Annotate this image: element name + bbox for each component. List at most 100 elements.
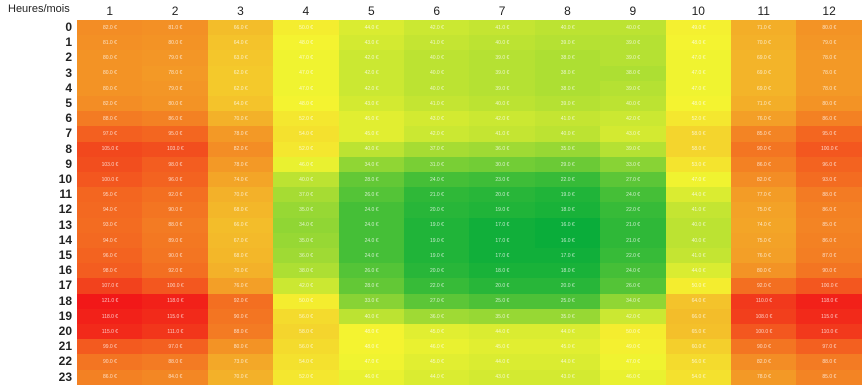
heatmap-cell: 88.0 € [207,324,274,340]
heatmap-cell: 22.0 € [600,248,667,264]
heatmap-cell: 46.0 € [600,369,667,385]
heatmap-cell: 78.0 € [731,369,797,385]
heatmap-cell: 80.0 € [207,339,274,355]
heatmap-cell: 19.0 € [404,217,470,234]
heatmap-cell: 108.0 € [731,308,797,325]
heatmap-cell: 30.0 € [469,156,536,173]
row-label: 8 [65,141,72,156]
row-label: 11 [59,187,72,202]
heatmap-cell: 47.0 € [338,354,405,371]
heatmap-cell: 22.0 € [600,202,667,219]
heatmap-cell: 36.0 € [404,308,470,325]
heatmap-cell: 103.0 € [142,141,209,158]
corner-label: Heures/mois [8,3,70,15]
heatmap-cell: 40.0 € [404,80,470,97]
row-label: 4 [65,80,72,95]
heatmap-cell: 54.0 € [665,369,732,385]
row-label: 20 [58,324,72,338]
heatmap-cell: 34.0 € [338,156,405,173]
heatmap-cell: 66.0 € [207,20,274,36]
heatmap-cell: 46.0 € [273,156,340,173]
heatmap-cell: 49.0 € [600,339,667,355]
heatmap-cell: 26.0 € [338,187,405,203]
heatmap-cell: 69.0 € [731,80,797,97]
heatmap-cell: 43.0 € [534,369,601,385]
heatmap-cell: 45.0 € [338,111,405,127]
heatmap-cell: 28.0 € [338,172,405,188]
column-label: 1 [106,4,114,18]
heatmap-cell: 98.0 € [77,263,143,279]
heatmap-cell: 58.0 € [665,141,732,158]
heatmap-cell: 81.0 € [77,35,143,51]
heatmap-cell: 40.0 € [338,308,405,325]
column-label: 8 [564,4,571,18]
heatmap-cell: 53.0 € [665,156,732,173]
heatmap-cell: 52.0 € [273,369,340,385]
heatmap-cell: 22.0 € [534,172,601,188]
heatmap-cell: 46.0 € [338,369,405,385]
heatmap-cell: 22.0 € [404,278,470,295]
heatmap-cell: 90.0 € [796,263,862,279]
row-label: 18 [58,293,72,308]
heatmap-cell: 58.0 € [273,324,340,340]
heatmap-cell: 78.0 € [796,80,862,97]
heatmap-cell: 40.0 € [534,20,601,36]
column-label: 9 [629,4,637,18]
heatmap-cell: 70.0 € [207,369,274,385]
heatmap-cell: 52.0 € [273,141,340,158]
heatmap-cell: 44.0 € [665,263,732,279]
heatmap-cell: 90.0 € [731,141,797,158]
row-label: 16 [58,263,72,278]
heatmap-cell: 86.0 € [796,202,862,219]
heatmap-cell: 40.0 € [404,65,470,82]
heatmap-cell: 69.0 € [731,65,797,82]
heatmap-cell: 56.0 € [273,339,340,355]
heatmap-cell: 48.0 € [273,35,340,51]
heatmap-cell: 39.0 € [534,96,601,112]
heatmap-cell: 40.0 € [469,96,536,112]
heatmap-cell: 18.0 € [534,263,601,279]
heatmap-cell: 78.0 € [796,50,862,67]
heatmap-cell: 17.0 € [534,248,601,264]
row-label: 0 [65,20,72,34]
heatmap-cell: 40.0 € [600,96,667,112]
heatmap-cell: 50.0 € [600,324,667,340]
heatmap-cell: 71.0 € [731,96,797,112]
row-label: 14 [58,232,72,247]
heatmap-cell: 49.0 € [665,20,732,36]
heatmap-cell: 100.0 € [142,278,209,295]
heatmap-cell: 79.0 € [796,35,862,51]
column-label: 11 [757,4,770,18]
heatmap-cell: 81.0 € [142,20,209,36]
heatmap-cell: 88.0 € [77,111,143,127]
heatmap-cell: 35.0 € [534,308,601,325]
heatmap-cell: 47.0 € [665,172,732,188]
column-label: 12 [822,4,836,18]
heatmap-cell: 48.0 € [665,96,732,112]
row-label: 7 [65,126,72,141]
heatmap-cell: 64.0 € [207,35,274,51]
heatmap-cell: 39.0 € [469,80,536,97]
heatmap-cell: 79.0 € [142,50,209,67]
heatmap-cell: 16.0 € [534,217,601,234]
column-label: 5 [367,4,375,18]
heatmap-cell: 41.0 € [404,35,470,51]
heatmap-cell: 79.0 € [142,80,209,97]
heatmap-cell: 76.0 € [731,248,797,264]
heatmap-cell: 47.0 € [273,65,340,82]
heatmap-cell: 103.0 € [77,156,143,173]
heatmap-cell: 100.0 € [796,141,862,158]
heatmap-cell: 74.0 € [731,217,797,234]
row-label: 21 [58,339,72,354]
heatmap-cell: 50.0 € [273,20,340,36]
heatmap-cell: 94.0 € [77,232,143,249]
heatmap-cell: 47.0 € [665,65,732,82]
heatmap-cell: 47.0 € [665,80,732,97]
heatmap-cell: 42.0 € [469,111,536,127]
heatmap-cell: 19.0 € [404,248,470,264]
heatmap-cell: 110.0 € [796,324,862,340]
heatmap-cell: 40.0 € [273,172,340,188]
heatmap-cell: 19.0 € [469,202,536,219]
heatmap-cell: 33.0 € [600,156,667,173]
heatmap-cell: 48.0 € [338,324,405,340]
